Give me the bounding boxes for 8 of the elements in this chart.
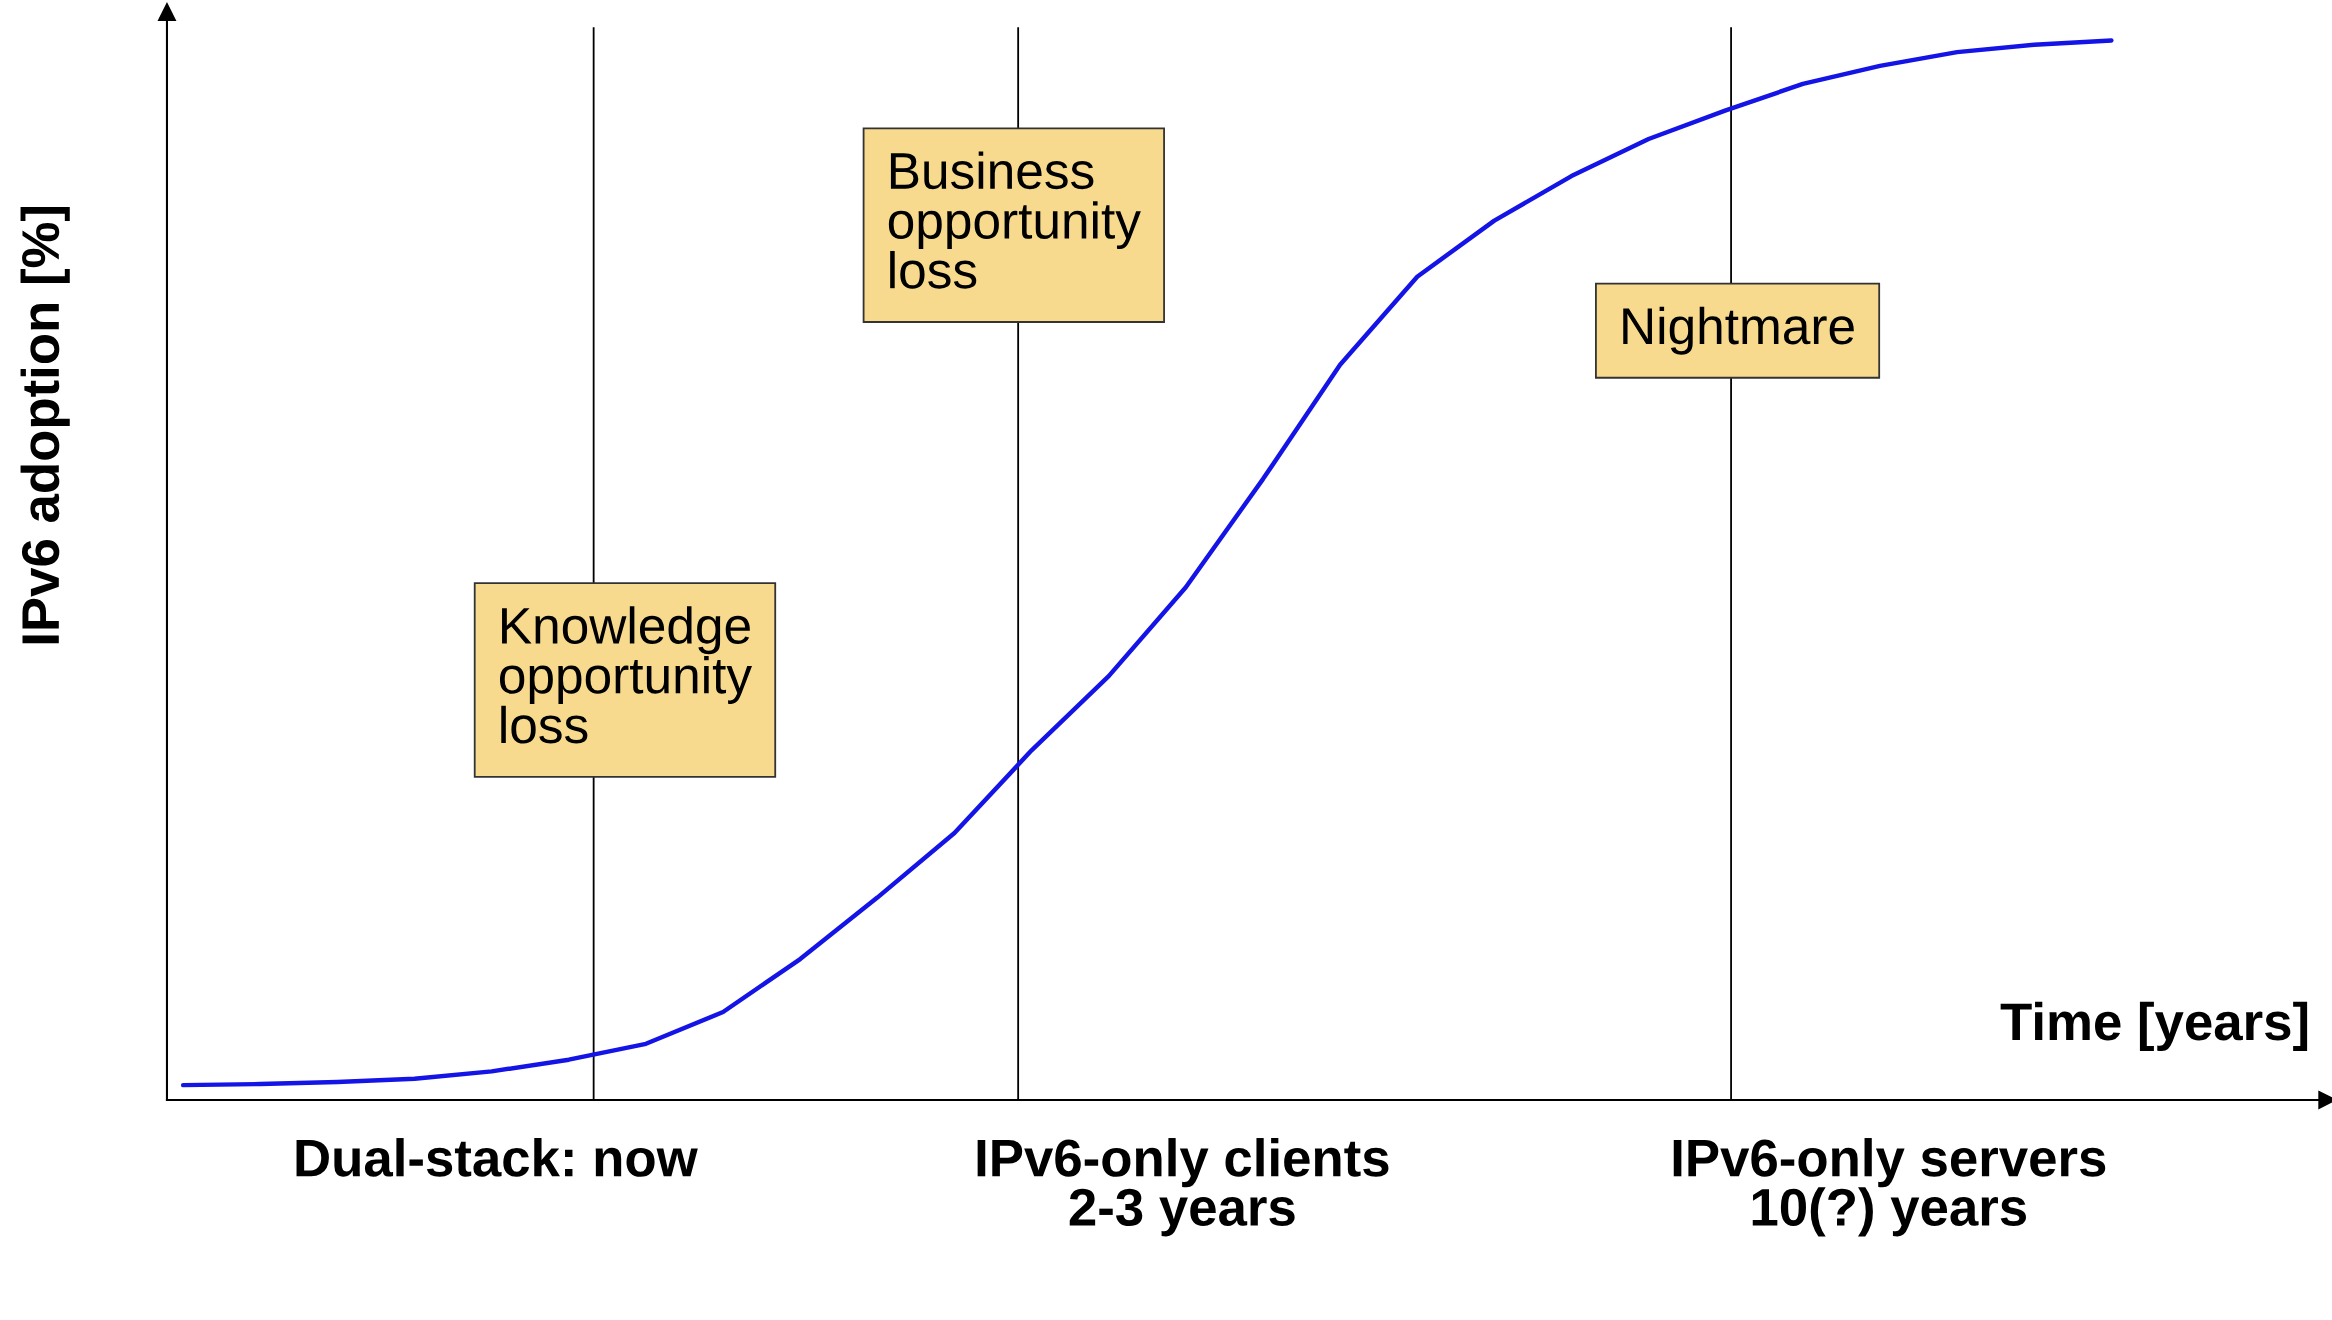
annotation: Business opportunity loss	[888, 151, 1141, 289]
text: IPv6-only servers 10(?) years	[1673, 1138, 2106, 1237]
y-axis-title: IPv6 adoption [%]	[20, 206, 70, 644]
annotation: Knowledge opportunity loss	[499, 606, 752, 744]
text: Dual-stack: now	[296, 1138, 698, 1177]
x-axis-title: Time [years]	[2000, 1001, 2308, 1051]
annotation: Nightmare	[1623, 306, 1854, 355]
text: IPv6-only clients 2-3 years	[977, 1138, 1389, 1237]
